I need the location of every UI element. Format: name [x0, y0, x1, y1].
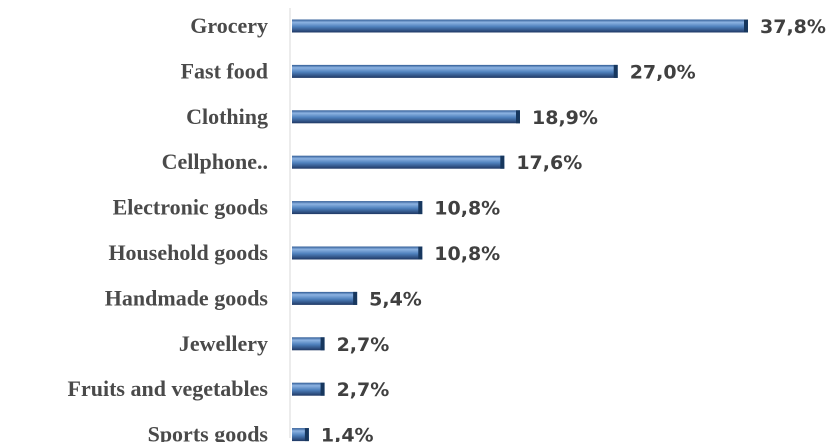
value-label: 17,6%	[516, 152, 582, 174]
category-label: Fast food	[181, 58, 268, 83]
category-label: Sports goods	[148, 422, 269, 442]
bar	[292, 291, 358, 305]
bar	[292, 382, 325, 396]
value-labels: 37,8% 27,0% 18,9% 17,6% 10,8% 10,8% 5,4% 2,7% 2,…	[321, 16, 826, 442]
bar	[292, 64, 618, 78]
value-label: 10,8%	[434, 198, 500, 220]
bar-end-cap	[613, 64, 618, 78]
bar	[292, 428, 309, 442]
bar-end-cap	[304, 428, 309, 442]
category-label: Clothing	[186, 104, 268, 129]
bar-end-cap	[320, 382, 325, 396]
bar	[292, 246, 423, 260]
value-label: 37,8%	[760, 16, 826, 38]
value-label: 2,7%	[337, 379, 390, 401]
bar-end-cap	[744, 19, 748, 33]
category-label: Electronic goods	[113, 195, 269, 220]
category-label: Grocery	[190, 13, 268, 38]
bar-end-cap	[320, 337, 325, 351]
bar	[292, 201, 423, 215]
category-label: Cellphone..	[162, 149, 268, 174]
category-label: Jewellery	[179, 331, 268, 356]
category-label: Fruits and vegetables	[68, 376, 269, 401]
bar-end-cap	[516, 110, 520, 124]
bar	[292, 337, 325, 351]
category-labels: Grocery Fast food Clothing Cellphone.. Elect…	[68, 13, 269, 442]
category-label: Handmade goods	[105, 285, 269, 310]
value-label: 18,9%	[532, 107, 598, 129]
bar-end-cap	[418, 201, 423, 215]
bar	[292, 155, 505, 169]
bar	[292, 19, 748, 33]
value-label: 27,0%	[630, 61, 696, 83]
bar-end-cap	[418, 246, 423, 260]
category-label: Household goods	[108, 240, 268, 265]
bars	[292, 19, 748, 442]
bar	[292, 110, 520, 124]
value-label: 10,8%	[434, 243, 500, 265]
value-label: 5,4%	[369, 288, 422, 310]
value-label: 2,7%	[337, 334, 390, 356]
bar-end-cap	[353, 291, 358, 305]
value-label: 1,4%	[321, 425, 374, 442]
bar-end-cap	[500, 155, 505, 169]
